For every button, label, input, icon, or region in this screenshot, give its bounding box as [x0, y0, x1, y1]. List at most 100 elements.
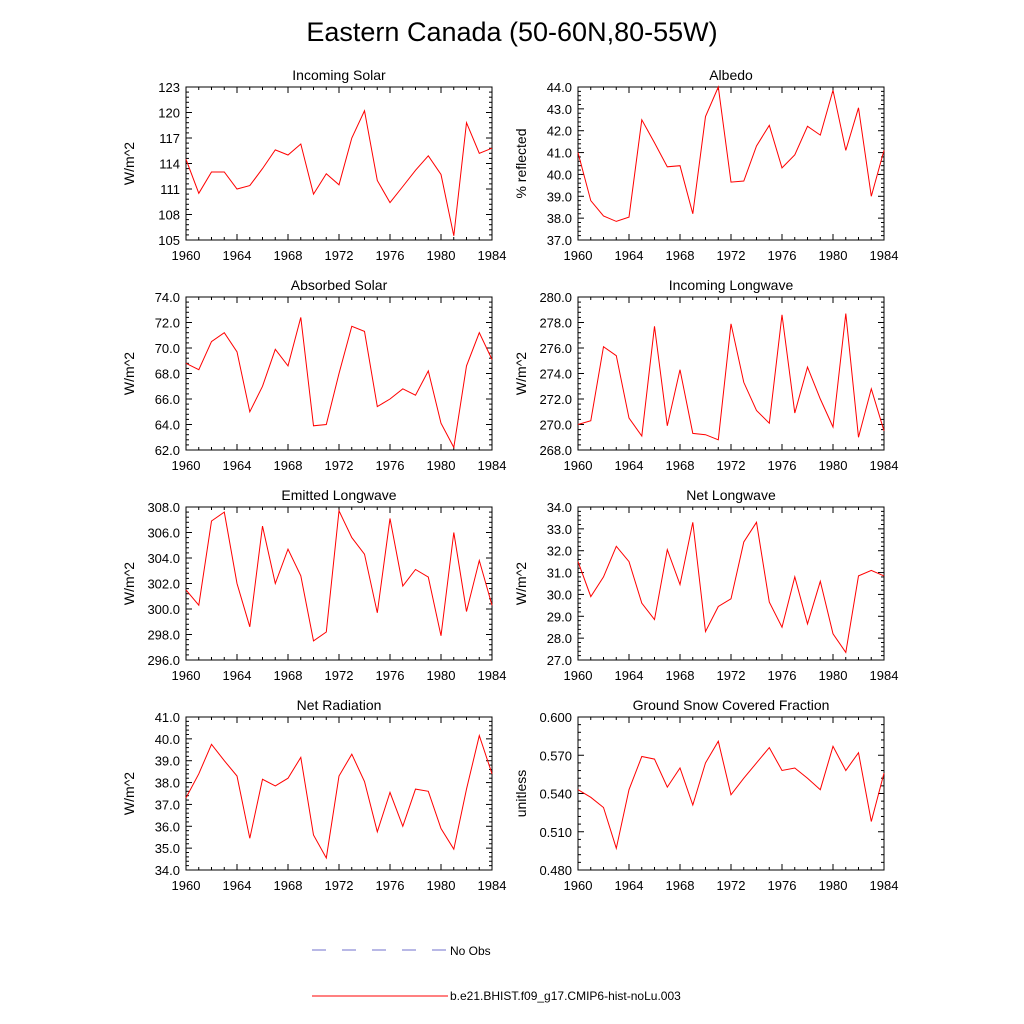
x-tick-label: 1976 — [376, 878, 405, 893]
y-tick-label: 278.0 — [539, 316, 572, 331]
y-axis-label: W/m^2 — [513, 352, 529, 395]
x-tick-label: 1972 — [325, 458, 354, 473]
y-tick-label: 114 — [159, 157, 180, 172]
y-tick-label: 34.0 — [155, 863, 180, 878]
y-axis-label: W/m^2 — [121, 142, 137, 185]
panel-emitted-longwave: Emitted Longwave W/m^2 1960 1964 1968 1972 197… — [121, 487, 506, 683]
x-tick-label: 1984 — [870, 458, 899, 473]
y-tick-label: 44.0 — [547, 80, 572, 95]
x-tick-label: 1964 — [223, 878, 252, 893]
y-tick-label: 35.0 — [155, 841, 180, 856]
y-tick-label: 302.0 — [147, 577, 180, 592]
y-tick-label: 72.0 — [155, 316, 180, 331]
x-tick-label: 1968 — [666, 248, 695, 263]
y-tick-label: 0.540 — [539, 787, 572, 802]
y-tick-label: 41.0 — [547, 146, 572, 161]
x-tick-label: 1964 — [615, 248, 644, 263]
x-tick-label: 1960 — [172, 458, 201, 473]
y-tick-label: 39.0 — [547, 189, 572, 204]
panel-title: Incoming Solar — [292, 67, 386, 83]
y-tick-label: 300.0 — [147, 602, 180, 617]
y-tick-label: 274.0 — [539, 367, 572, 382]
y-axis-label: % reflected — [513, 128, 529, 198]
y-tick-label: 28.0 — [547, 631, 572, 646]
y-tick-label: 0.480 — [539, 863, 572, 878]
series-line — [577, 520, 885, 654]
x-tick-label: 1984 — [870, 668, 899, 683]
x-tick-label: 1968 — [666, 668, 695, 683]
x-tick-label: 1976 — [768, 248, 797, 263]
panel-absorbed-solar: Absorbed Solar W/m^2 1960 1964 1968 1972 1976 1… — [121, 277, 506, 473]
x-tick-label: 1976 — [768, 668, 797, 683]
x-tick-label: 1972 — [717, 878, 746, 893]
y-tick-label: 43.0 — [547, 102, 572, 117]
plot-frame — [577, 506, 885, 661]
y-axis-label: W/m^2 — [121, 772, 137, 815]
plot-frame — [185, 86, 493, 241]
x-tick-label: 1960 — [172, 878, 201, 893]
panel-title: Net Longwave — [686, 487, 776, 503]
panel-albedo: Albedo % reflected 1960 1964 1968 1972 1976 198… — [513, 67, 898, 263]
x-tick-label: 1980 — [819, 248, 848, 263]
series-line — [185, 733, 493, 860]
y-tick-label: 29.0 — [547, 609, 572, 624]
panel-net-radiation: Net Radiation W/m^2 1960 1964 1968 1972 1976 19… — [121, 697, 506, 893]
panel-title: Net Radiation — [297, 697, 382, 713]
x-tick-label: 1976 — [376, 248, 405, 263]
x-tick-label: 1968 — [274, 248, 303, 263]
x-tick-label: 1980 — [427, 668, 456, 683]
x-tick-label: 1984 — [870, 878, 899, 893]
y-tick-label: 37.0 — [155, 797, 180, 812]
x-tick-label: 1960 — [564, 668, 593, 683]
y-tick-label: 40.0 — [155, 732, 180, 747]
x-tick-label: 1980 — [427, 248, 456, 263]
x-tick-label: 1972 — [717, 458, 746, 473]
y-tick-label: 64.0 — [155, 418, 180, 433]
x-tick-label: 1972 — [325, 248, 354, 263]
panel-incoming-longwave: Incoming Longwave W/m^2 1960 1964 1968 1972 19… — [513, 277, 898, 473]
panel-net-longwave: Net Longwave W/m^2 1960 1964 1968 1972 1976 198… — [513, 487, 898, 683]
y-tick-label: 41.0 — [155, 710, 180, 725]
y-tick-label: 0.510 — [539, 825, 572, 840]
y-axis-label: W/m^2 — [121, 352, 137, 395]
x-tick-label: 1960 — [172, 248, 201, 263]
y-tick-label: 304.0 — [147, 551, 180, 566]
x-tick-label: 1980 — [819, 878, 848, 893]
panel-ground-snow-covered-fraction: Ground Snow Covered Fraction unitless 1960… — [513, 697, 898, 893]
x-tick-label: 1964 — [615, 458, 644, 473]
series-line — [185, 109, 493, 236]
legend-label-model: b.e21.BHIST.f09_g17.CMIP6-hist-noLu.003 — [450, 989, 681, 1003]
plot-frame — [577, 86, 885, 241]
y-tick-label: 270.0 — [539, 418, 572, 433]
x-tick-label: 1960 — [564, 878, 593, 893]
x-tick-label: 1976 — [376, 458, 405, 473]
y-tick-label: 0.570 — [539, 748, 572, 763]
x-tick-label: 1972 — [325, 878, 354, 893]
x-tick-label: 1968 — [666, 458, 695, 473]
x-tick-label: 1980 — [427, 878, 456, 893]
y-tick-label: 66.0 — [155, 392, 180, 407]
x-tick-label: 1976 — [768, 458, 797, 473]
x-tick-label: 1960 — [564, 458, 593, 473]
x-tick-label: 1980 — [819, 458, 848, 473]
series-line — [577, 739, 885, 851]
x-tick-label: 1972 — [717, 668, 746, 683]
y-tick-label: 34.0 — [547, 500, 572, 515]
y-tick-label: 27.0 — [547, 653, 572, 668]
x-tick-label: 1960 — [564, 248, 593, 263]
y-tick-label: 36.0 — [155, 819, 180, 834]
series-line — [577, 313, 885, 441]
x-tick-label: 1964 — [615, 668, 644, 683]
y-axis-label: W/m^2 — [121, 562, 137, 605]
y-tick-label: 120 — [158, 106, 180, 121]
x-tick-label: 1984 — [478, 878, 507, 893]
x-tick-label: 1968 — [274, 878, 303, 893]
x-tick-label: 1964 — [615, 878, 644, 893]
y-tick-label: 276.0 — [539, 341, 572, 356]
y-tick-label: 280.0 — [539, 290, 572, 305]
x-tick-label: 1984 — [478, 668, 507, 683]
y-tick-label: 31.0 — [547, 566, 572, 581]
y-tick-label: 37.0 — [547, 233, 572, 248]
x-tick-label: 1968 — [274, 668, 303, 683]
